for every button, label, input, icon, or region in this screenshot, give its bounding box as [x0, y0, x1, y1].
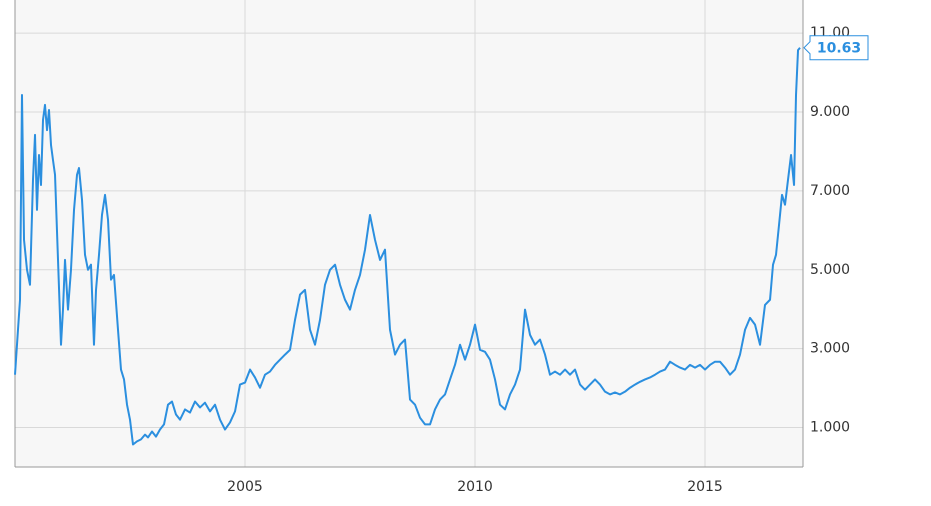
y-tick-label: 7.000 [810, 183, 850, 199]
y-tick-label: 1.000 [810, 420, 850, 436]
y-tick-label: 3.000 [810, 341, 850, 357]
x-tick-label: 2005 [227, 479, 263, 495]
x-tick-label: 2010 [457, 479, 493, 495]
y-tick-label: 5.000 [810, 262, 850, 278]
line-series [14, 47, 801, 446]
value-callout-label: 10.63 [817, 41, 861, 57]
y-tick-label: 9.000 [810, 104, 850, 120]
x-tick-label: 2015 [687, 479, 723, 495]
value-callout-box [803, 35, 869, 61]
